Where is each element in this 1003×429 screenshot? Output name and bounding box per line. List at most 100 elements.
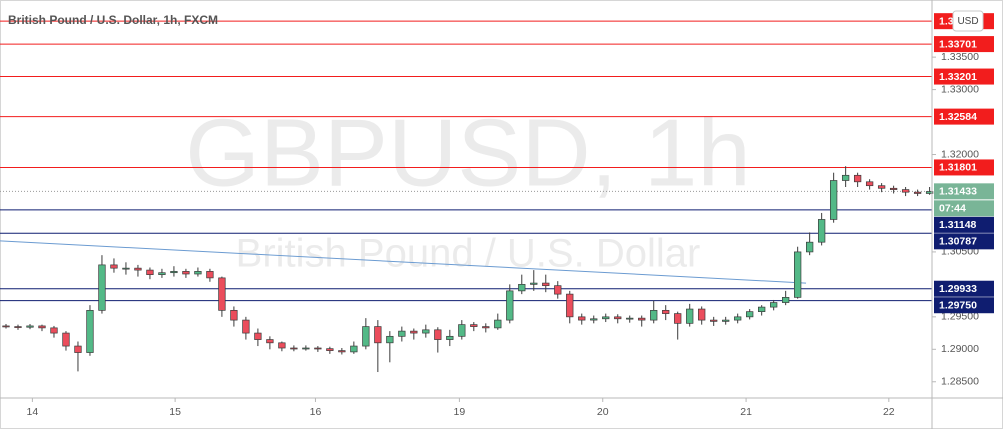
last-price-label-box (934, 183, 994, 200)
candle-body (278, 342, 286, 349)
y-tick-label: 1.28500 (941, 376, 979, 388)
level-label: 1.33701 (939, 38, 977, 50)
candle-body (206, 271, 214, 279)
candle-body (722, 319, 730, 322)
level-label: 1.29750 (939, 300, 977, 312)
candle-body (38, 325, 46, 329)
candle-body (746, 311, 754, 318)
level-label: 1.32584 (939, 111, 977, 123)
candle-body (242, 319, 250, 334)
candle-body (494, 319, 502, 329)
level-label-box (934, 280, 994, 297)
candle-body (542, 282, 550, 287)
y-tick-label: 1.30500 (941, 246, 979, 258)
candle-body (182, 271, 190, 275)
candle-body (853, 174, 862, 183)
candle-body (650, 309, 658, 321)
candle-body (446, 335, 454, 340)
candle-body (194, 271, 202, 275)
currency-box[interactable] (952, 10, 984, 32)
y-tick-label: 1.29500 (941, 311, 979, 323)
candle-body (901, 189, 910, 193)
candle-body (338, 350, 346, 353)
x-tick-label: 21 (740, 406, 752, 418)
candle-body (2, 325, 10, 328)
candle-body (626, 317, 634, 320)
level-label-box (934, 36, 994, 53)
candle-body (98, 264, 106, 311)
candle-body (374, 326, 382, 344)
candle-body (817, 219, 826, 243)
candle-body (518, 284, 526, 292)
candle-body (290, 347, 298, 350)
x-tick-label: 19 (454, 406, 466, 418)
candle-body (170, 271, 178, 274)
candle-body (458, 324, 466, 337)
candle-body (122, 267, 130, 270)
x-tick-label: 16 (310, 406, 322, 418)
candle-body (326, 348, 334, 351)
candle-body (674, 313, 682, 324)
candle-body (506, 290, 514, 321)
candle-body (362, 326, 370, 347)
candle-body (734, 316, 742, 321)
candle-body (710, 319, 718, 322)
last-price-label: 1.31433 (939, 186, 977, 198)
y-tick-label: 1.33500 (941, 51, 979, 63)
candle-body (782, 297, 790, 303)
level-label: 1.30787 (939, 236, 977, 248)
candle-body (470, 324, 478, 327)
candle-body (218, 277, 226, 311)
candle-body (314, 347, 322, 350)
x-tick-label: 20 (597, 406, 609, 418)
chart-title: British Pound / U.S. Dollar, 1h, FXCM (8, 13, 218, 27)
candle-body (662, 309, 670, 314)
candle-body (638, 317, 646, 321)
candle-body (602, 316, 610, 320)
candle-body (865, 181, 874, 187)
candle-body (578, 316, 586, 321)
x-tick-label: 14 (27, 406, 39, 418)
candle-body (398, 330, 406, 337)
x-tick-label: 22 (883, 406, 895, 418)
candle-body (134, 267, 142, 271)
candle-body (554, 285, 562, 295)
candle-body (913, 191, 922, 194)
candle-body (86, 309, 94, 353)
candle-body (566, 293, 574, 318)
level-label-box (934, 108, 994, 125)
candle-body (806, 241, 814, 253)
y-tick-label: 1.32000 (941, 148, 979, 160)
candle-body (26, 325, 34, 328)
candle-body (925, 191, 934, 194)
candle-body (829, 180, 838, 220)
candle-body (841, 174, 850, 181)
candle-body (266, 339, 274, 344)
candle-body (110, 264, 118, 269)
candle-body (877, 185, 886, 189)
currency-label[interactable]: USD (957, 16, 978, 27)
candle-body (614, 316, 622, 320)
watermark-subtitle: British Pound / U.S. Dollar (236, 232, 701, 276)
level-label: 1.33201 (939, 71, 977, 83)
candle-body (889, 187, 898, 190)
candle-body (590, 318, 598, 321)
candle-body (74, 345, 82, 353)
candle-body (350, 345, 358, 353)
y-tick-label: 1.29000 (941, 343, 979, 355)
candle-body (686, 308, 694, 324)
candle-body (698, 308, 706, 321)
candle-body (386, 335, 394, 344)
level-label-box (934, 216, 994, 233)
candle-body (302, 347, 310, 350)
candle-body (530, 282, 538, 285)
candle-body (158, 272, 166, 275)
candle-body (422, 329, 430, 334)
trendline (0, 240, 807, 284)
candle-body (434, 329, 442, 340)
level-label-box (934, 68, 994, 85)
level-label: 1.31801 (939, 162, 977, 174)
